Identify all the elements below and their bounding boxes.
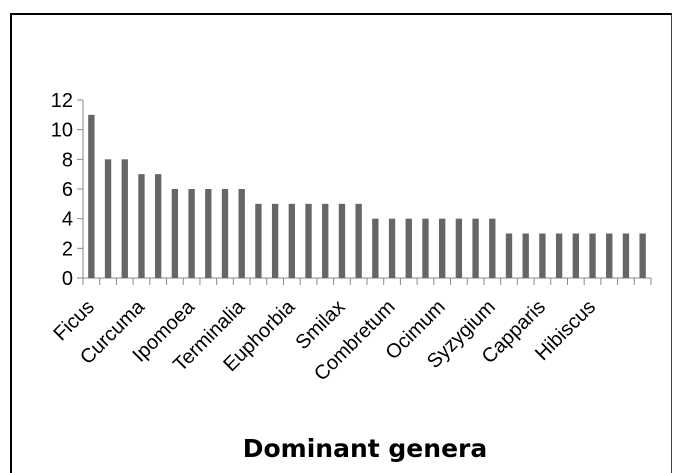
bar <box>622 233 630 278</box>
bar <box>639 233 646 278</box>
bar <box>322 203 329 278</box>
bar <box>121 159 128 278</box>
y-tick-label: 0 <box>62 268 73 290</box>
bar <box>422 218 429 278</box>
y-tick-label: 12 <box>51 90 73 112</box>
bar <box>472 218 479 278</box>
bar <box>255 203 262 278</box>
bar <box>171 189 179 278</box>
bar <box>104 159 112 278</box>
y-tick-label: 10 <box>51 120 73 142</box>
bar <box>405 218 412 278</box>
bar <box>88 114 95 278</box>
bar <box>606 233 613 278</box>
bar <box>388 218 396 278</box>
bar <box>305 203 312 278</box>
bar <box>188 189 195 278</box>
x-axis-title: Dominant genera <box>243 434 487 463</box>
bar <box>522 233 529 278</box>
bar <box>455 218 463 278</box>
y-tick-label: 8 <box>62 149 73 171</box>
bar <box>355 203 362 278</box>
bar <box>505 233 513 278</box>
axes <box>77 99 652 285</box>
bar <box>221 189 229 278</box>
y-tick-label: 2 <box>62 238 73 260</box>
y-tick-label: 6 <box>62 179 73 201</box>
bar <box>439 218 446 278</box>
chart-frame <box>10 13 672 473</box>
y-tick-label: 4 <box>62 209 73 231</box>
bar <box>271 203 279 278</box>
y-tick-labels: 0 2 4 6 8 10 12 <box>51 90 73 290</box>
bar <box>205 189 212 278</box>
bar <box>155 174 162 278</box>
x-category-labels: FicusCurcumaIpomoeaTerminaliaEuphorbiaSm… <box>50 295 601 385</box>
bar <box>238 189 245 278</box>
bar <box>489 218 496 278</box>
bar <box>288 203 295 278</box>
bar <box>539 233 546 278</box>
bars <box>88 114 646 278</box>
bar <box>555 233 563 278</box>
bar <box>138 174 145 278</box>
bar <box>338 203 346 278</box>
bar <box>572 233 579 278</box>
bar <box>372 218 379 278</box>
bar <box>589 233 596 278</box>
